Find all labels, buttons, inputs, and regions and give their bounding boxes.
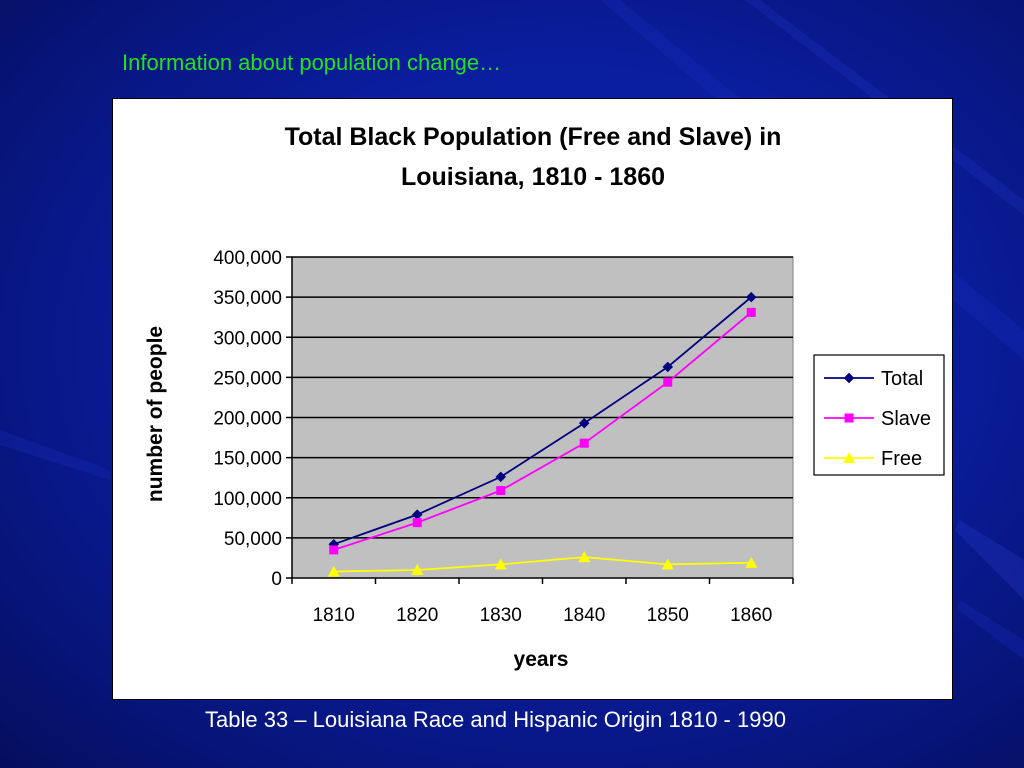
legend-box bbox=[813, 354, 945, 476]
total-data-point bbox=[662, 361, 674, 373]
slave-data-point bbox=[663, 377, 673, 387]
free-data-point bbox=[327, 565, 340, 577]
slide-caption: Table 33 – Louisiana Race and Hispanic O… bbox=[205, 707, 786, 732]
x-tick-label: 1820 bbox=[396, 605, 438, 626]
slide-heading: Information about population change… bbox=[122, 50, 502, 75]
x-tick-label: 1860 bbox=[730, 605, 772, 626]
y-tick-label: 400,000 bbox=[213, 248, 282, 269]
y-tick-label: 50,000 bbox=[224, 529, 282, 550]
legend-free-marker bbox=[843, 452, 855, 463]
population-line-chart: Total Black Population (Free and Slave) … bbox=[144, 123, 945, 671]
total-data-point bbox=[578, 417, 590, 429]
slave-data-point bbox=[746, 307, 756, 317]
free-data-point bbox=[494, 558, 507, 570]
chart-frame: Total Black Population (Free and Slave) … bbox=[112, 98, 953, 700]
y-tick-label: 200,000 bbox=[213, 409, 282, 430]
x-tick-label: 1810 bbox=[313, 605, 355, 626]
y-tick-label: 250,000 bbox=[213, 368, 282, 389]
x-axis-title: years bbox=[514, 648, 569, 671]
y-tick-label: 100,000 bbox=[213, 489, 282, 510]
legend-slave-marker bbox=[844, 413, 854, 423]
y-tick-label: 300,000 bbox=[213, 328, 282, 349]
chart-title-line-2: Louisiana, 1810 - 1860 bbox=[401, 163, 665, 191]
free-data-point bbox=[411, 563, 424, 575]
y-tick-label: 350,000 bbox=[213, 288, 282, 309]
total-data-point bbox=[495, 471, 507, 483]
slave-data-point bbox=[329, 545, 339, 555]
free-data-point bbox=[578, 551, 591, 563]
legend-slave-label: Slave bbox=[881, 408, 931, 430]
slave-data-point bbox=[579, 438, 589, 448]
x-tick-label: 1830 bbox=[480, 605, 522, 626]
slave-data-point bbox=[496, 486, 506, 496]
legend-free-label: Free bbox=[881, 448, 922, 470]
y-axis-title: number of people bbox=[144, 326, 167, 502]
legend-total-marker bbox=[843, 372, 855, 384]
y-tick-label: 150,000 bbox=[213, 449, 282, 470]
x-tick-label: 1850 bbox=[647, 605, 689, 626]
slave-data-point bbox=[412, 518, 422, 528]
chart-title-line-1: Total Black Population (Free and Slave) … bbox=[285, 123, 782, 151]
y-tick-label: 0 bbox=[271, 569, 282, 590]
x-tick-label: 1840 bbox=[563, 605, 605, 626]
total-data-point bbox=[745, 291, 757, 303]
legend-total-label: Total bbox=[881, 368, 923, 390]
free-data-point bbox=[745, 556, 758, 568]
total-series-line bbox=[333, 296, 752, 546]
free-data-point bbox=[661, 558, 674, 570]
slave-series-line bbox=[333, 311, 752, 551]
free-series-line bbox=[333, 556, 752, 573]
